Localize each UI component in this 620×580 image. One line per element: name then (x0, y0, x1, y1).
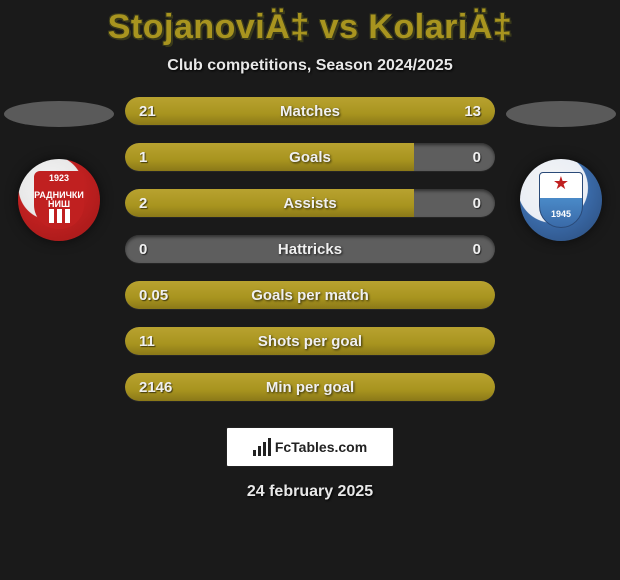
brand-badge: FcTables.com (226, 427, 394, 467)
stat-label: Goals per match (125, 281, 495, 309)
stat-row: 2146Min per goal (125, 373, 495, 401)
stat-label: Goals (125, 143, 495, 171)
page-title: StojanoviÄ‡ vs KolariÄ‡ (0, 8, 620, 47)
comparison-card: StojanoviÄ‡ vs KolariÄ‡ Club competition… (0, 0, 620, 580)
crest-left-bars (49, 209, 70, 223)
stat-row: 20Assists (125, 189, 495, 217)
team-crest-left: 1923 РАДНИЧКИНИШ (18, 159, 100, 241)
stat-row: 00Hattricks (125, 235, 495, 263)
stat-row: 10Goals (125, 143, 495, 171)
stats-area: 1923 РАДНИЧКИНИШ ★ 1945 2113Matches 10Goa… (0, 97, 620, 401)
stat-label: Assists (125, 189, 495, 217)
crest-left-year: 1923 (49, 173, 69, 183)
stat-label: Shots per goal (125, 327, 495, 355)
crest-right-shield: ★ 1945 (539, 172, 583, 228)
stat-row: 0.05Goals per match (125, 281, 495, 309)
stat-row: 2113Matches (125, 97, 495, 125)
chart-icon (253, 438, 271, 456)
star-icon: ★ (553, 174, 569, 192)
stat-label: Hattricks (125, 235, 495, 263)
brand-text: FcTables.com (275, 439, 367, 455)
stat-rows: 2113Matches 10Goals 20Assists 00Hattricks 0.… (125, 97, 495, 401)
crest-right-year: 1945 (551, 209, 571, 219)
stat-row: 11Shots per goal (125, 327, 495, 355)
crest-left-shield: 1923 РАДНИЧКИНИШ (34, 171, 84, 229)
stat-label: Min per goal (125, 373, 495, 401)
stat-label: Matches (125, 97, 495, 125)
crest-left-text: РАДНИЧКИНИШ (34, 191, 84, 209)
footer-date: 24 february 2025 (0, 483, 620, 501)
shadow-ellipse-right (506, 101, 616, 127)
team-crest-right: ★ 1945 (520, 159, 602, 241)
page-subtitle: Club competitions, Season 2024/2025 (0, 57, 620, 75)
shadow-ellipse-left (4, 101, 114, 127)
